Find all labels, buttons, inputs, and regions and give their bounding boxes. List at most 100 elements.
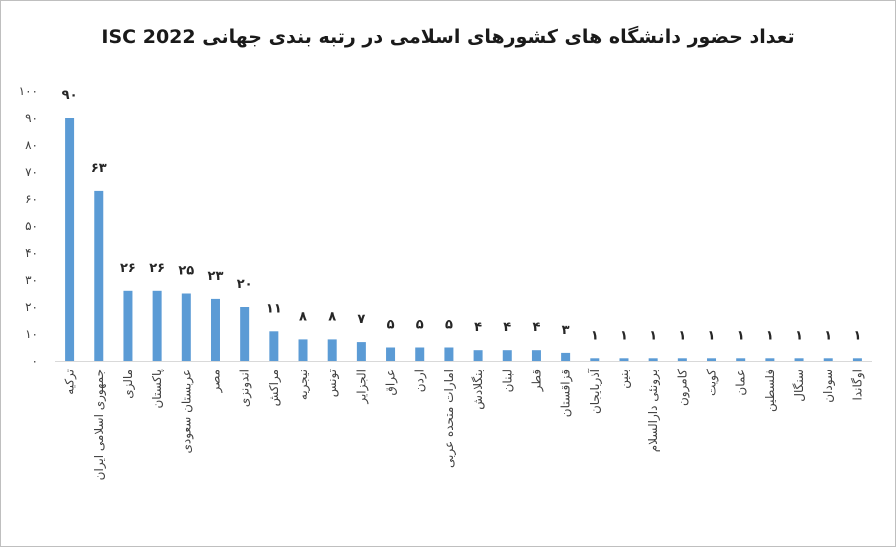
y-tick-label: ۱۰۰ <box>19 84 38 98</box>
data-label: ۸ <box>328 309 336 324</box>
category-label: لبنان <box>500 369 514 392</box>
y-tick-label: ۹۰ <box>25 111 38 125</box>
data-label: ۵ <box>416 318 424 333</box>
data-label: ۴ <box>532 320 540 335</box>
bar <box>765 358 775 361</box>
bar <box>94 190 104 361</box>
category-label: قزاقستان <box>559 369 574 417</box>
bar <box>619 358 629 361</box>
bar <box>181 293 191 361</box>
category-label: قطر <box>529 369 544 392</box>
category-labels: ترکیه جمهوری اسلامی ایران مالزی پاکستان عربس… <box>63 368 866 480</box>
bar <box>852 358 862 361</box>
data-label: ۱ <box>795 328 803 343</box>
category-label: عراق <box>384 369 399 395</box>
bar <box>356 342 366 361</box>
y-tick-label: ۰ <box>32 354 38 368</box>
category-label: بنین <box>617 369 632 389</box>
bar <box>386 347 396 361</box>
category-label: مصر <box>208 369 223 393</box>
y-tick-label: ۶۰ <box>25 192 38 206</box>
bar <box>327 339 337 361</box>
bar <box>590 358 600 361</box>
category-label: مراکش <box>267 369 282 406</box>
category-label: اندونزی <box>238 369 253 407</box>
category-label: عمان <box>734 369 748 396</box>
category-label: برونئی دارالسلام <box>646 369 661 452</box>
data-label: ۷ <box>357 312 365 327</box>
y-tick-label: ۱۰ <box>25 327 38 341</box>
category-label: کویت <box>705 369 720 396</box>
category-label: آذربایجان <box>587 368 603 414</box>
data-label: ۲۶ <box>120 261 136 276</box>
category-label: جمهوری اسلامی ایران <box>92 369 107 480</box>
data-label: ۱ <box>737 328 745 343</box>
data-label: ۴ <box>474 320 482 335</box>
data-label: ۶۳ <box>91 161 107 176</box>
y-tick-label: ۵۰ <box>25 219 38 233</box>
category-label: اردن <box>413 369 428 392</box>
bar <box>473 350 483 361</box>
data-label: ۵ <box>445 318 453 333</box>
bar <box>123 290 133 361</box>
y-tick-label: ۷۰ <box>25 165 38 179</box>
category-label: نیجریه <box>296 369 311 400</box>
data-label: ۱ <box>678 328 686 343</box>
data-label: ۱۱ <box>266 301 282 316</box>
data-label: ۱ <box>824 328 832 343</box>
data-label: ۱ <box>649 328 657 343</box>
bar <box>648 358 658 361</box>
bars <box>65 118 862 361</box>
category-label: ترکیه <box>63 369 78 395</box>
bar <box>561 352 571 361</box>
data-label: ۲۳ <box>208 269 224 284</box>
bar <box>298 339 308 361</box>
category-label: امارات متحده عربی <box>442 369 457 468</box>
category-label: بنگلادش <box>471 369 486 410</box>
bar <box>707 358 717 361</box>
category-label: تونس <box>325 369 340 397</box>
bar <box>531 350 541 361</box>
bar <box>736 358 746 361</box>
category-label: اوگاندا <box>850 369 865 400</box>
data-label: ۱ <box>591 328 599 343</box>
data-label: ۲۶ <box>149 261 165 276</box>
bar <box>210 298 220 361</box>
bar <box>444 347 454 361</box>
y-axis: ۰ ۱۰ ۲۰ ۳۰ ۴۰ ۵۰ ۶۰ ۷۰ ۸۰ ۹۰ ۱۰۰ <box>19 84 872 368</box>
data-label: ۱ <box>853 328 861 343</box>
category-label: مالزی <box>121 369 136 399</box>
data-label: ۱ <box>708 328 716 343</box>
category-label: کامرون <box>675 369 690 406</box>
bar <box>823 358 833 361</box>
bar <box>240 307 250 361</box>
category-label: فلسطین <box>763 369 778 412</box>
data-label: ۳ <box>562 323 570 338</box>
y-tick-label: ۲۰ <box>25 300 38 314</box>
chart-title: تعداد حضور دانشگاه های کشورهای اسلامی در… <box>101 26 795 48</box>
data-label: ۵ <box>387 318 395 333</box>
bar <box>794 358 804 361</box>
category-label: سودان <box>821 369 836 403</box>
data-label: ۸ <box>299 309 307 324</box>
bar <box>269 331 279 361</box>
data-label: ۹۰ <box>62 88 78 103</box>
y-tick-label: ۴۰ <box>25 246 38 260</box>
y-tick-label: ۳۰ <box>25 273 38 287</box>
bar <box>415 347 425 361</box>
category-label: عربستان سعودی <box>179 369 194 454</box>
category-label: پاکستان <box>150 369 164 409</box>
bar <box>502 350 512 361</box>
data-label: ۱ <box>766 328 774 343</box>
data-label: ۱ <box>620 328 628 343</box>
bar <box>152 290 162 361</box>
data-label: ۲۰ <box>237 277 253 292</box>
category-label: الجزایر <box>354 369 369 405</box>
bar <box>677 358 687 361</box>
y-tick-label: ۸۰ <box>25 138 38 152</box>
data-label: ۴ <box>503 320 511 335</box>
bar <box>65 118 75 361</box>
